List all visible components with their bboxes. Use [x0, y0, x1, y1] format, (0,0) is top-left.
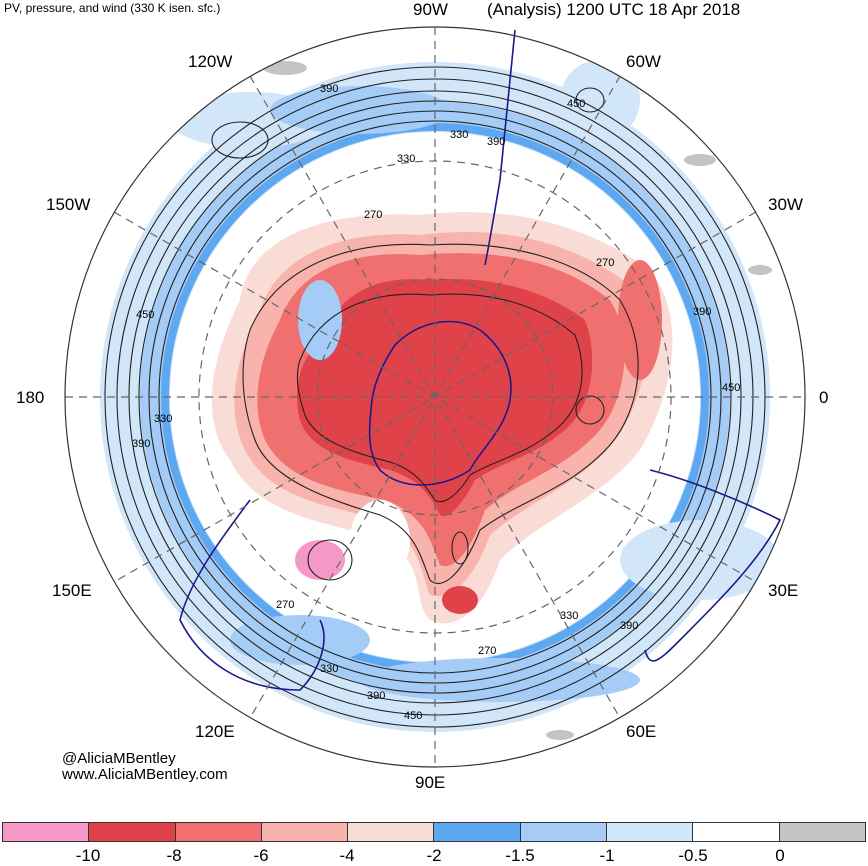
contour-label: 330: [560, 610, 578, 622]
lon-label-180: 180: [16, 388, 45, 407]
contour-label: 330: [320, 663, 338, 675]
analysis-time-title: (Analysis) 1200 UTC 18 Apr 2018: [487, 0, 741, 19]
colorbar-swatch: [89, 823, 176, 841]
colorbar-swatch: [434, 823, 521, 841]
colorbar-swatch: [520, 823, 608, 841]
colorbar-swatch: [175, 823, 262, 841]
colorbar-label: -6: [253, 846, 269, 865]
colorbar-label: 0: [775, 846, 785, 865]
colorbar-swatch: [779, 823, 865, 841]
colorbar-label: -4: [339, 846, 355, 865]
colorbar-swatch: [348, 823, 435, 841]
colorbar-label: -2: [426, 846, 442, 865]
lon-label-60e: 60E: [626, 722, 657, 741]
contour-label: 450: [136, 309, 154, 321]
colorbar-label: -0.5: [678, 846, 708, 865]
south-america-coastline: [484, 29, 516, 266]
africa-coastline: [644, 469, 782, 662]
lon-label-90w: 90W: [413, 0, 448, 19]
colorbar: [2, 822, 866, 842]
colorbar-swatch: [607, 823, 694, 841]
map-boundary: [64, 26, 806, 768]
colorbar-swatch: [261, 823, 349, 841]
author-website: www.AliciaMBentley.com: [62, 766, 228, 783]
contour-label: 330: [397, 153, 415, 165]
australia-coastline: [179, 499, 325, 691]
lon-label-60w: 60W: [626, 52, 661, 71]
contour-label: 390: [320, 83, 338, 95]
colorbar-swatch: [693, 823, 780, 841]
lon-label-120w: 120W: [188, 52, 233, 71]
antarctica-coastline: [368, 320, 512, 486]
contour-label: 450: [404, 710, 422, 722]
contour-label: 270: [364, 209, 382, 221]
lon-label-0: 0: [819, 388, 829, 407]
contour-label: 270: [276, 599, 294, 611]
contour-label: 390: [487, 136, 505, 148]
contour-label: 330: [450, 129, 468, 141]
product-title: PV, pressure, and wind (330 K isen. sfc.…: [4, 1, 221, 15]
colorbar-label: -1.5: [505, 846, 535, 865]
colorbar-swatch: [3, 823, 90, 841]
contour-label: 270: [596, 257, 614, 269]
contour-label: 390: [620, 620, 638, 632]
lon-label-120e: 120E: [195, 722, 235, 741]
coastlines: [179, 29, 782, 691]
graticule: [65, 27, 805, 767]
contour-label: 330: [154, 413, 172, 425]
contour-label: 390: [367, 690, 385, 702]
lon-label-150e: 150E: [52, 581, 92, 600]
contour-label-group: 390 330 390 330 450 270 270 390 450 330 …: [132, 83, 740, 722]
lon-label-90e: 90E: [415, 773, 446, 792]
contour-label: 270: [478, 645, 496, 657]
lon-label-30w: 30W: [768, 195, 803, 214]
contour-label: 390: [693, 306, 711, 318]
colorbar-label: -1: [599, 846, 615, 865]
contour-label: 450: [567, 98, 585, 110]
lon-label-30e: 30E: [768, 581, 799, 600]
colorbar-label: -10: [75, 846, 101, 865]
contour-label: 450: [722, 382, 740, 394]
lon-label-150w: 150W: [46, 195, 91, 214]
contour-label: 390: [132, 438, 150, 450]
author-handle: @AliciaMBentley: [62, 750, 176, 767]
colorbar-label: -8: [166, 846, 182, 865]
